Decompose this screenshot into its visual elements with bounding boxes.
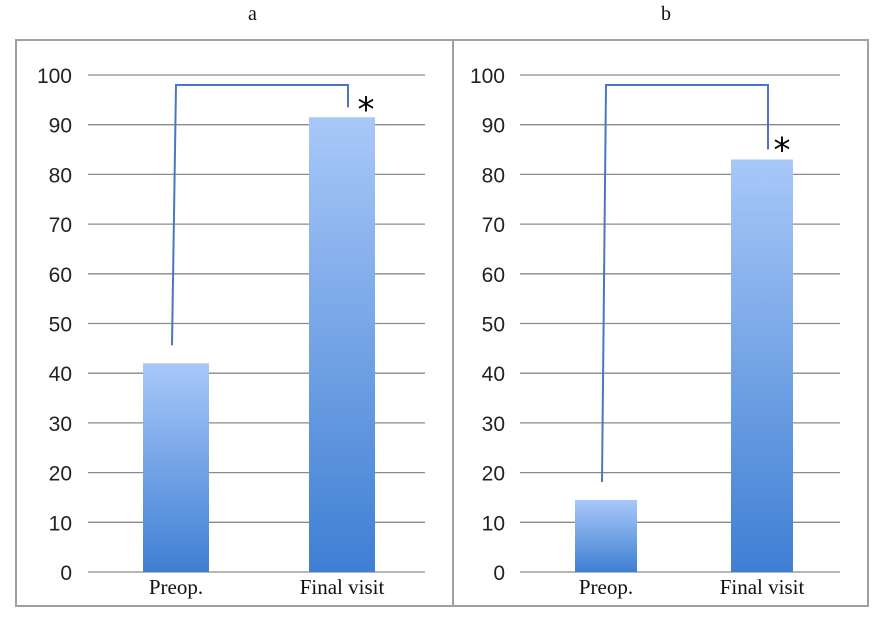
y-tick-label-a-80: 80 xyxy=(49,164,72,187)
y-tick-label-b-0: 0 xyxy=(493,562,505,585)
significance-asterisk-a: * xyxy=(358,90,375,130)
x-category-label-b-0: Preop. xyxy=(579,575,633,599)
x-category-label-b-1: Final visit xyxy=(720,575,805,599)
y-tick-label-a-50: 50 xyxy=(49,314,72,337)
x-category-label-a-1: Final visit xyxy=(300,575,385,599)
y-tick-label-b-80: 80 xyxy=(482,164,505,187)
y-tick-label-b-70: 70 xyxy=(482,214,505,237)
panel-label-a: a xyxy=(248,3,257,25)
y-tick-label-a-20: 20 xyxy=(49,463,72,486)
significance-bracket-a xyxy=(171,83,349,346)
y-tick-label-b-100: 100 xyxy=(470,65,505,88)
y-tick-label-a-100: 100 xyxy=(37,65,72,88)
bar-a-0 xyxy=(143,363,209,572)
y-tick-label-a-10: 10 xyxy=(49,512,72,535)
significance-asterisk-b: * xyxy=(774,130,791,170)
y-tick-label-b-10: 10 xyxy=(482,512,505,535)
y-tick-label-b-30: 30 xyxy=(482,413,505,436)
y-tick-label-b-40: 40 xyxy=(482,363,505,386)
bar-b-1 xyxy=(731,159,793,573)
y-tick-label-a-0: 0 xyxy=(60,562,72,585)
bar-a-1 xyxy=(309,117,375,573)
bar-b-0 xyxy=(575,499,637,572)
panel-label-b: b xyxy=(661,3,671,25)
y-tick-label-b-50: 50 xyxy=(482,314,505,337)
y-tick-label-b-90: 90 xyxy=(482,115,505,138)
y-tick-label-a-30: 30 xyxy=(49,413,72,436)
y-tick-label-b-60: 60 xyxy=(482,264,505,287)
y-tick-label-a-40: 40 xyxy=(49,363,72,386)
y-tick-label-a-60: 60 xyxy=(49,264,72,287)
y-tick-label-b-20: 20 xyxy=(482,463,505,486)
y-tick-label-a-90: 90 xyxy=(49,115,72,138)
figure-border xyxy=(15,39,869,607)
y-tick-label-a-70: 70 xyxy=(49,214,72,237)
significance-bracket-b xyxy=(601,83,769,482)
x-category-label-a-0: Preop. xyxy=(149,575,203,599)
